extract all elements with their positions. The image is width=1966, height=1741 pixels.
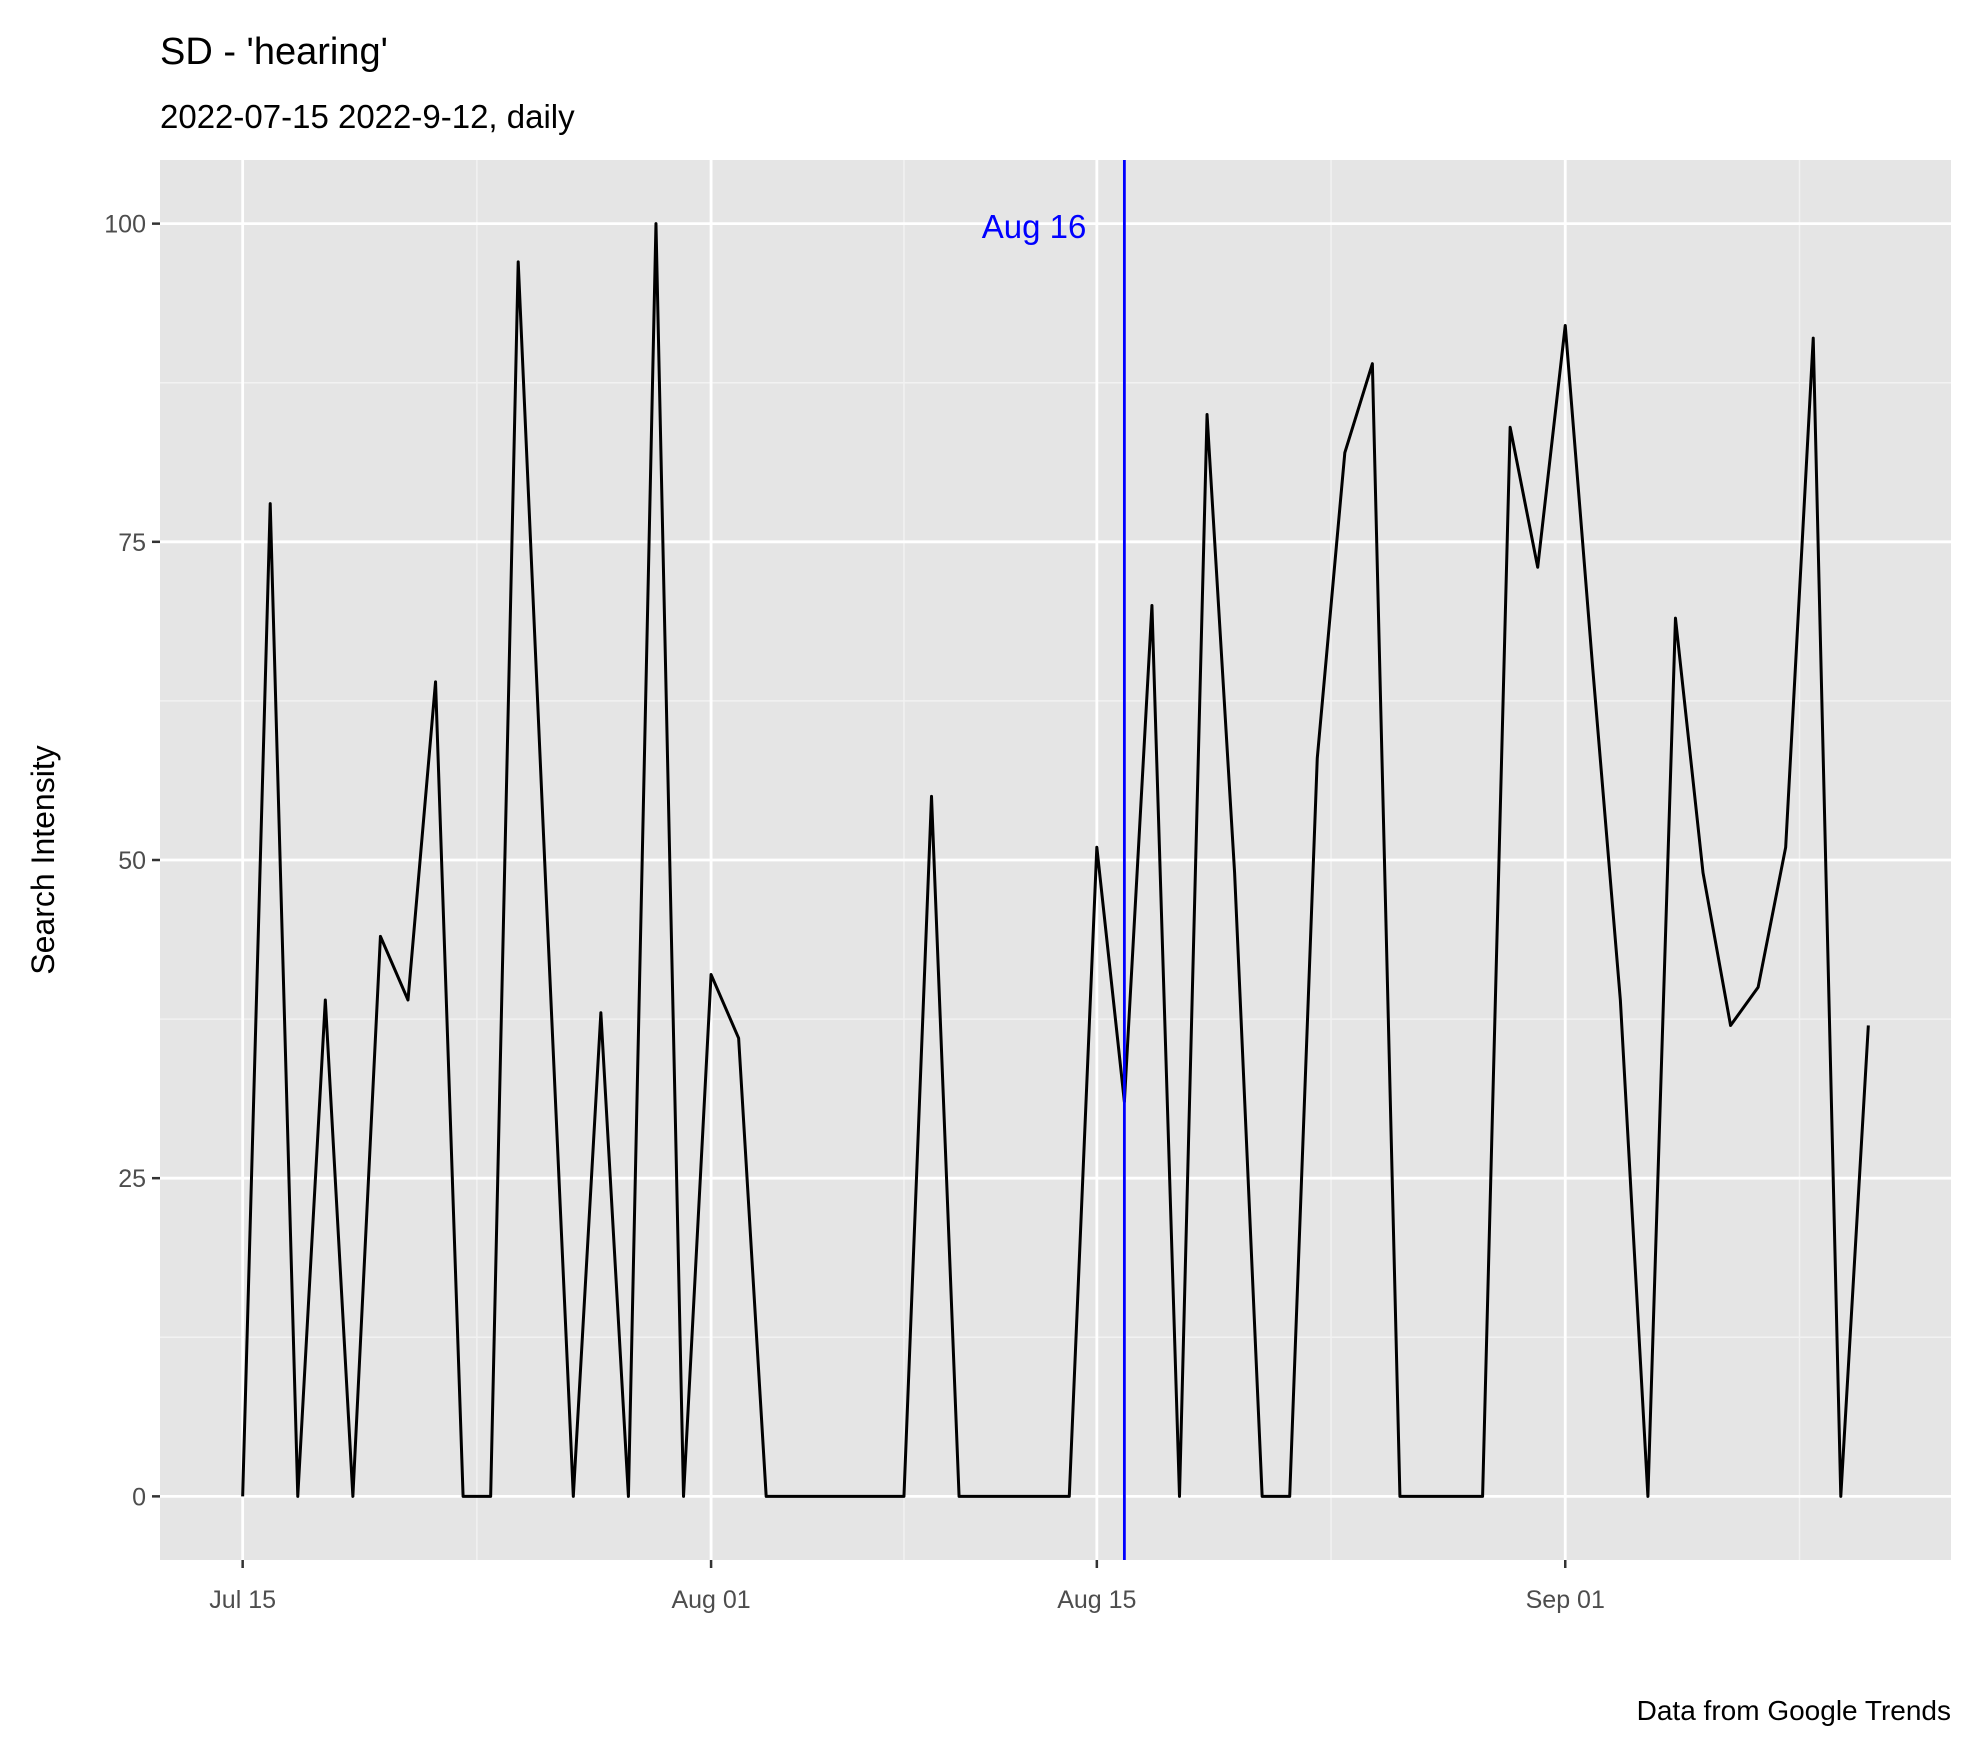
reference-label: Aug 16 [982, 208, 1087, 245]
y-tick-label: 25 [118, 1165, 146, 1193]
x-tick-label: Sep 01 [1526, 1586, 1605, 1614]
y-tick-label: 75 [118, 529, 146, 557]
y-tick-label: 100 [104, 211, 146, 239]
y-tick-label: 0 [132, 1483, 146, 1511]
chart-title: SD - 'hearing' [160, 31, 388, 73]
y-tick-label: 50 [118, 847, 146, 875]
series-line [241, 222, 1870, 1498]
x-tick-label: Aug 01 [671, 1586, 750, 1614]
y-axis-label: Search Intensity [25, 745, 61, 974]
caption: Data from Google Trends [1637, 1695, 1951, 1726]
chart-subtitle: 2022-07-15 2022-9-12, daily [160, 98, 575, 135]
x-tick-label: Jul 15 [209, 1586, 276, 1614]
x-tick-label: Aug 15 [1057, 1586, 1136, 1614]
